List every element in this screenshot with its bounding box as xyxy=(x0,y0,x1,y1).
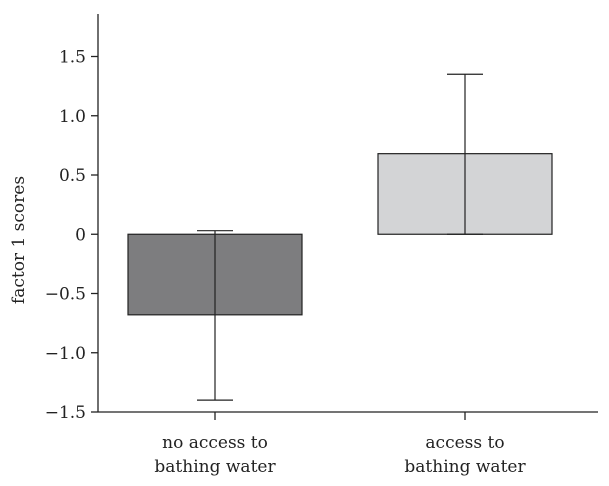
y-axis: −1.5 −1.0 −0.5 0 0.5 1.0 1.5 xyxy=(45,14,99,423)
y-tick-label: 1.0 xyxy=(59,107,86,127)
y-axis-label: factor 1 scores xyxy=(9,176,29,304)
y-tick-label: −1.5 xyxy=(45,403,86,423)
y-tick-label: 0.5 xyxy=(59,166,86,186)
y-tick-label: 1.5 xyxy=(59,48,86,68)
x-axis: no access to bathing water access to bathin… xyxy=(98,411,598,477)
y-tick-label: −1.0 xyxy=(45,344,86,364)
bars xyxy=(127,153,553,316)
y-tick-label: −0.5 xyxy=(45,285,86,305)
error-bars xyxy=(197,73,483,401)
y-tick-label: 0 xyxy=(75,225,86,245)
x-category-label: access to bathing water xyxy=(404,433,526,477)
x-category-label: no access to bathing water xyxy=(154,433,276,477)
